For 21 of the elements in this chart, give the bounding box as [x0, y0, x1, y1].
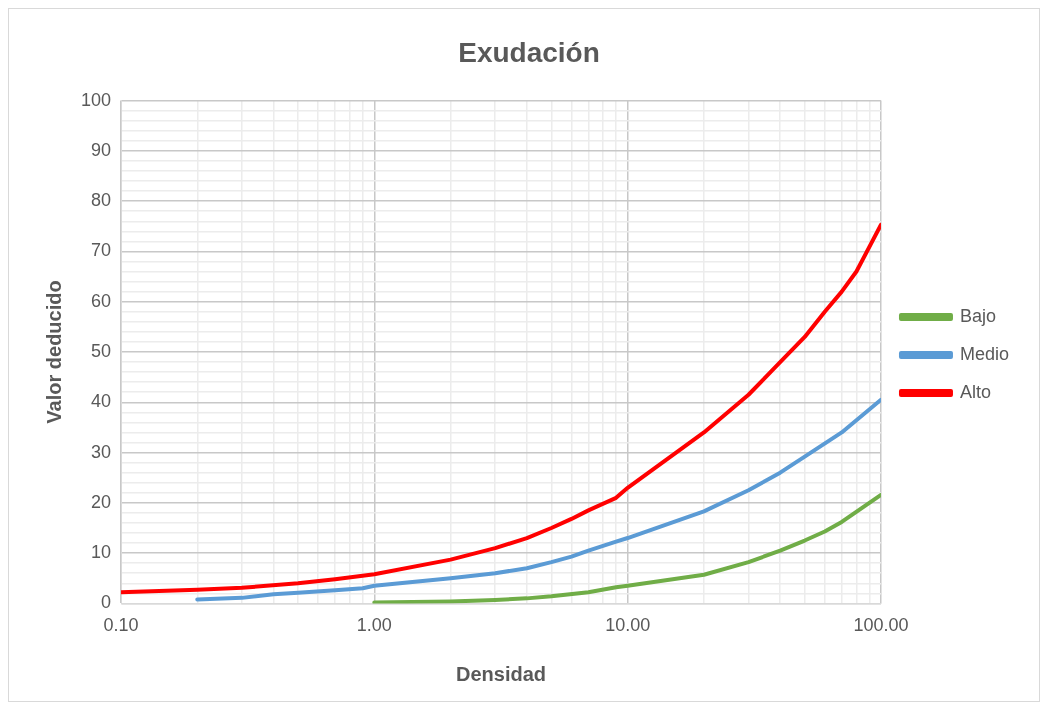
- x-axis-title: Densidad: [455, 662, 547, 685]
- legend-label: Bajo: [959, 305, 997, 326]
- y-tick-label: 90: [91, 139, 112, 160]
- y-axis-title: Valor deducido: [42, 280, 65, 424]
- y-tick-label: 10: [91, 542, 112, 563]
- x-tick-label: 0.10: [103, 615, 139, 636]
- y-tick-label: 30: [91, 441, 112, 462]
- y-tick-label: 100: [80, 89, 112, 110]
- y-tick-label: 60: [91, 290, 112, 311]
- y-tick-label: 50: [91, 340, 112, 361]
- x-tick-label: 10.00: [605, 615, 651, 636]
- x-tick-label: 1.00: [356, 615, 392, 636]
- y-tick-label: 80: [91, 190, 112, 211]
- legend-label: Medio: [959, 343, 1010, 364]
- legend-label: Alto: [959, 381, 992, 402]
- y-tick-label: 40: [91, 391, 112, 412]
- y-tick-label: 20: [91, 491, 112, 512]
- chart-title: Exudación: [458, 36, 600, 68]
- y-tick-label: 0: [101, 592, 112, 613]
- x-tick-label: 100.00: [853, 615, 909, 636]
- y-tick-label: 70: [91, 240, 112, 261]
